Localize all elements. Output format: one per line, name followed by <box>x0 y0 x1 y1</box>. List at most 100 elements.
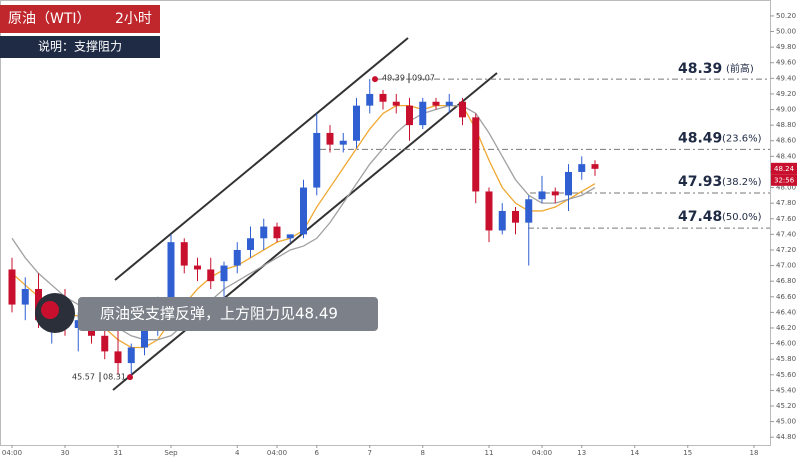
candle-body <box>578 164 586 172</box>
title-box <box>0 5 160 33</box>
y-tick-label: 45.00 <box>776 418 796 426</box>
candle-body <box>114 351 122 364</box>
y-tick-label: 48.00 <box>776 184 796 192</box>
candle-body <box>459 101 466 118</box>
x-tick-label: 04:00 <box>267 449 287 457</box>
level-label: 47.93 <box>678 174 722 190</box>
y-tick-label: 49.80 <box>776 43 796 51</box>
x-tick-label: 13 <box>577 449 586 457</box>
candle-body <box>445 101 453 106</box>
candle-body <box>300 187 307 235</box>
y-tick-label: 45.20 <box>776 402 796 410</box>
level-label: 48.49 <box>678 130 722 146</box>
last-price: 48.24 <box>774 165 795 173</box>
candle-body <box>313 132 321 188</box>
y-tick-label: 47.60 <box>776 215 796 223</box>
x-tick-label: 04:00 <box>2 449 22 457</box>
candle-body <box>273 226 281 239</box>
y-tick-label: 49.20 <box>776 90 796 98</box>
high-marker <box>372 76 378 83</box>
y-tick-label: 45.40 <box>776 386 796 394</box>
candle-body <box>498 210 506 231</box>
y-tick-label: 47.00 <box>776 262 796 270</box>
level-tag: (23.6%) <box>722 133 762 144</box>
logo-mark <box>41 301 59 319</box>
candle-body <box>247 238 254 250</box>
y-tick-label: 47.20 <box>776 246 796 254</box>
candle-body <box>472 117 480 192</box>
x-tick-label: 7 <box>368 449 372 457</box>
candle-body <box>260 226 268 239</box>
countdown-box <box>771 174 797 186</box>
candle-body <box>127 347 135 364</box>
candle-body <box>525 199 533 223</box>
candle-body <box>207 269 215 282</box>
annotation: 原油受支撑反弹，上方阻力见48.49 <box>100 305 338 323</box>
y-tick-label: 45.80 <box>776 355 796 363</box>
candle-body <box>432 101 440 106</box>
y-tick-label: 46.40 <box>776 308 796 316</box>
x-tick-label: 14 <box>630 449 639 457</box>
candle-body <box>220 265 228 282</box>
y-tick-label: 49.60 <box>776 59 796 67</box>
high-value: 49.39 <box>382 74 405 83</box>
x-tick-label: 8 <box>421 449 425 457</box>
x-tick-label: 04:00 <box>532 449 552 457</box>
candle-body <box>512 210 519 223</box>
note-box <box>0 36 160 58</box>
low-value: 45.57 <box>72 373 95 382</box>
last-price-box <box>771 162 797 175</box>
y-tick-label: 50.00 <box>776 28 796 36</box>
candle-body <box>406 105 413 126</box>
annotation-box <box>78 297 378 331</box>
candle-body <box>21 288 29 305</box>
x-tick-label: 18 <box>750 449 759 457</box>
candle-body <box>194 265 201 270</box>
candle-body <box>167 242 175 305</box>
y-tick-label: 45.60 <box>776 371 796 379</box>
y-tick-label: 46.20 <box>776 324 796 332</box>
y-tick-label: 50.20 <box>776 12 796 20</box>
y-tick-label: 49.40 <box>776 74 796 82</box>
x-tick-label: 30 <box>61 449 70 457</box>
chart-subtitle: 2小时 <box>115 11 152 27</box>
y-tick-label: 48.80 <box>776 121 796 129</box>
y-tick-label: 48.60 <box>776 137 796 145</box>
y-tick-label: 44.80 <box>776 433 796 441</box>
level-tag: (前高) <box>726 62 754 75</box>
candle-body <box>8 269 16 305</box>
candle-body <box>565 171 572 196</box>
x-tick-label: 15 <box>683 449 692 457</box>
chart-title: 原油（WTI） <box>8 11 91 27</box>
candle-body <box>353 105 360 141</box>
y-tick-label: 47.80 <box>776 199 796 207</box>
candle-body <box>141 327 148 348</box>
x-tick-label: 11 <box>485 449 494 457</box>
high-time: 09.07 <box>412 74 435 83</box>
low-marker <box>127 374 133 381</box>
level-label: 48.39 <box>678 61 722 77</box>
plot-frame <box>0 0 771 446</box>
candle-body <box>233 249 241 266</box>
countdown: 32:56 <box>774 176 795 184</box>
low-time: 08.31 <box>103 373 126 382</box>
x-tick-label: 6 <box>315 449 320 457</box>
x-tick-label: Sep <box>164 449 178 457</box>
y-tick-label: 47.40 <box>776 230 796 238</box>
candle-body <box>339 140 347 145</box>
y-tick-label: 48.40 <box>776 152 796 160</box>
candle-body <box>538 191 546 200</box>
candle-body <box>180 242 188 266</box>
level-tag: (50.0%) <box>722 212 762 223</box>
candle-body <box>591 164 599 169</box>
candle-body <box>379 93 387 102</box>
candle-body <box>485 191 493 231</box>
y-tick-label: 49.00 <box>776 106 796 114</box>
candle-body <box>551 191 559 196</box>
candle-body <box>419 101 427 126</box>
x-tick-label: 31 <box>114 449 123 457</box>
candle-body <box>366 93 374 106</box>
level-label: 47.48 <box>678 209 722 225</box>
